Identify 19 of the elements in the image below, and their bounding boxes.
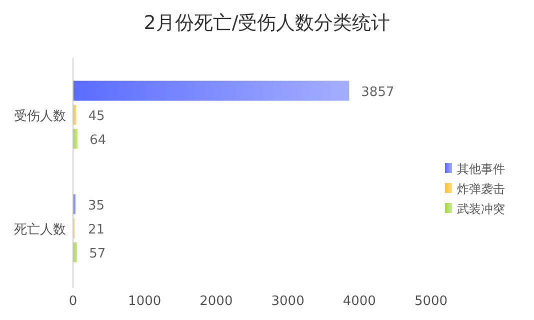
legend-label: 其他事件 (457, 162, 505, 176)
y-tick-label: 受伤人数 (14, 108, 66, 124)
data-label: 3857 (361, 84, 394, 100)
y-tick-label: 死亡人数 (14, 221, 66, 238)
chart-title: 2月份死亡/受伤人数分类统计 (144, 12, 390, 34)
x-tick-label: 4000 (342, 294, 376, 309)
x-tick-label: 5000 (414, 294, 448, 309)
data-label: 35 (88, 198, 105, 214)
data-label: 64 (90, 132, 106, 148)
x-tick-label: 2000 (200, 294, 233, 309)
data-label: 45 (88, 108, 105, 124)
data-label: 57 (89, 246, 106, 262)
x-tick-label: 3000 (271, 294, 304, 309)
bar (73, 80, 350, 101)
legend-label: 武装冲突 (457, 202, 505, 216)
data-label: 21 (88, 222, 105, 238)
x-tick-label: 1000 (128, 294, 162, 309)
legend-label: 炸弹袭击 (457, 182, 505, 196)
x-tick-label: 0 (68, 294, 78, 309)
